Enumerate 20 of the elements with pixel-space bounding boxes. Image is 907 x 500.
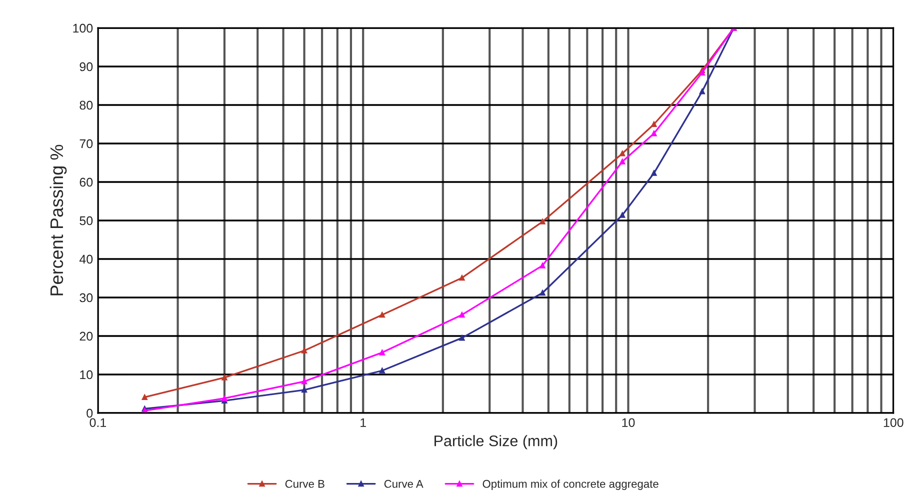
x-tick-label: 100 bbox=[884, 418, 904, 428]
y-tick-label: 10 bbox=[80, 370, 93, 380]
x-tick-label: 1 bbox=[360, 418, 366, 427]
y-tick-label: 70 bbox=[80, 139, 93, 148]
x-tick-label: 0.1 bbox=[90, 418, 106, 428]
y-tick-label: 20 bbox=[80, 332, 93, 341]
x-axis-title: Particle Size (mm) bbox=[434, 435, 558, 450]
y-tick-label: 0 bbox=[86, 408, 93, 418]
y-tick-label: 60 bbox=[80, 178, 93, 187]
y-tick-label: 40 bbox=[79, 254, 93, 264]
x-tick-label: 10 bbox=[622, 418, 635, 428]
legend-label: Curve B bbox=[285, 480, 324, 488]
y-tick-label: 100 bbox=[73, 24, 93, 33]
legend-label: Curve A bbox=[384, 480, 424, 488]
y-tick-label: 90 bbox=[80, 62, 93, 72]
legend-label: Optimum mix of concrete aggregate bbox=[482, 480, 658, 490]
y-axis-title: Percent Passing % bbox=[50, 144, 67, 296]
y-tick-label: 50 bbox=[80, 216, 93, 226]
y-tick-label: 80 bbox=[80, 100, 93, 110]
y-tick-label: 30 bbox=[80, 293, 93, 302]
